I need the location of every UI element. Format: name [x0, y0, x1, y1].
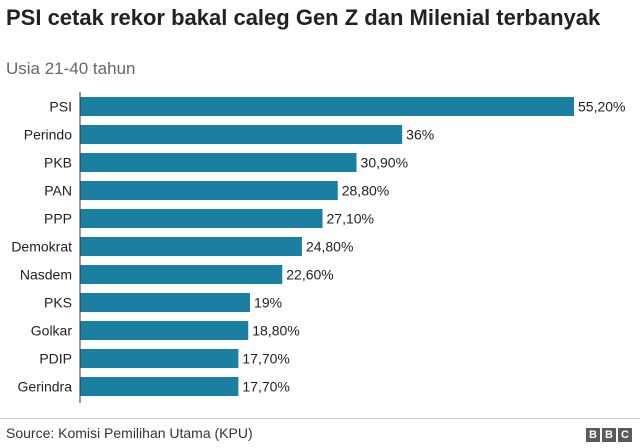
- logo-letter-b1: B: [586, 428, 600, 442]
- category-label: PKS: [44, 295, 72, 311]
- bar: [80, 349, 239, 368]
- category-label: Nasdem: [20, 267, 72, 283]
- category-label: PAN: [44, 183, 72, 199]
- logo-letter-c: C: [618, 428, 632, 442]
- bar: [80, 125, 403, 144]
- value-label: 27,10%: [327, 211, 374, 227]
- bar: [80, 181, 338, 200]
- bar: [80, 293, 251, 312]
- value-label: 18,80%: [252, 323, 299, 339]
- category-label: PDIP: [39, 351, 72, 367]
- value-label: 24,80%: [306, 239, 353, 255]
- category-label: Golkar: [31, 323, 73, 339]
- category-label: PKB: [44, 155, 72, 171]
- category-label: Gerindra: [18, 379, 73, 395]
- footer-divider: [0, 418, 640, 419]
- category-label: PPP: [44, 211, 72, 227]
- category-label: Demokrat: [11, 239, 72, 255]
- bar: [80, 321, 249, 340]
- value-label: 28,80%: [342, 183, 389, 199]
- value-label: 22,60%: [286, 267, 333, 283]
- value-label: 55,20%: [578, 99, 625, 115]
- source-note: Source: Komisi Pemilihan Utama (KPU): [6, 425, 253, 441]
- bar: [80, 377, 239, 396]
- bar: [80, 153, 357, 172]
- value-label: 36%: [406, 127, 434, 143]
- bar: [80, 237, 302, 256]
- chart-title: PSI cetak rekor bakal caleg Gen Z dan Mi…: [6, 5, 601, 30]
- chart-subtitle: Usia 21-40 tahun: [6, 59, 136, 78]
- logo-letter-b2: B: [602, 428, 616, 442]
- bar: [80, 97, 574, 116]
- bar-chart: PSI 55,20% Perindo 36% PKB 30,90% PAN 28,80% PPP…: [11, 92, 625, 403]
- bar: [80, 265, 283, 284]
- category-label: PSI: [49, 99, 72, 115]
- value-label: 17,70%: [242, 379, 289, 395]
- value-label: 30,90%: [361, 155, 408, 171]
- value-label: 17,70%: [242, 351, 289, 367]
- bbc-logo: B B C: [586, 428, 632, 442]
- value-label: 19%: [254, 295, 282, 311]
- bar: [80, 209, 323, 228]
- category-label: Perindo: [24, 127, 72, 143]
